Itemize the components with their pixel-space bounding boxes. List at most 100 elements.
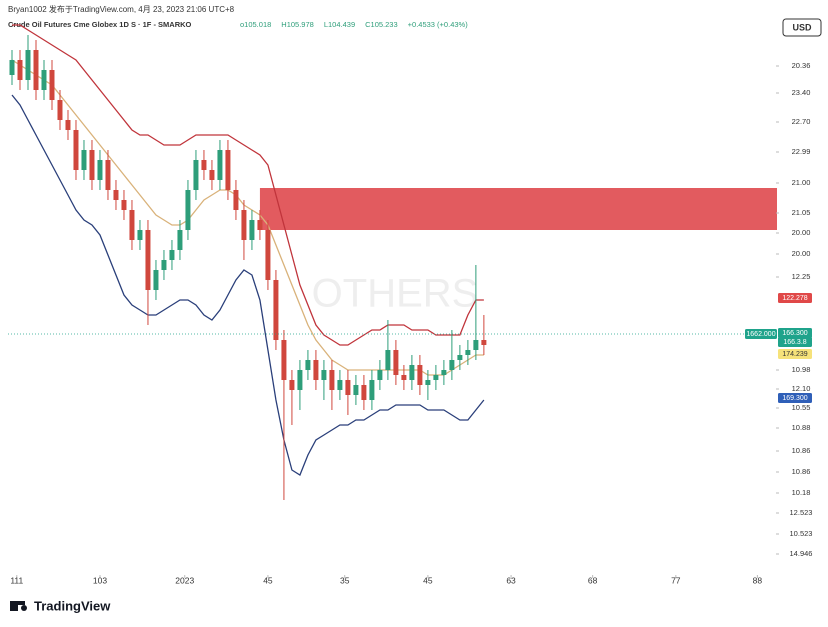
candle-body [321, 370, 327, 380]
candle-body [89, 150, 95, 180]
candle-body [33, 50, 39, 90]
watermark: OTHERS [312, 272, 479, 316]
candle-body [265, 230, 271, 280]
candle-body [97, 160, 103, 180]
candle-body [73, 130, 79, 170]
candle-body [137, 230, 143, 240]
candle-body [393, 350, 399, 375]
currency[interactable]: USD [792, 22, 812, 32]
candle-body [385, 350, 391, 370]
candle-body [233, 190, 239, 210]
x-tick-label: 45 [263, 575, 273, 585]
ohlc-value: +0.4533 (+0.43%) [408, 20, 469, 29]
candle-body [305, 360, 311, 370]
y-tick-label: 20.36 [792, 61, 811, 70]
candle-body [9, 60, 15, 75]
publisher: Bryan1002 发布于TradingView.com, 4月 23, 202… [8, 4, 235, 14]
y-tick-label: 10.86 [792, 446, 811, 455]
x-tick-label: 111 [10, 575, 23, 585]
x-tick-label: 103 [93, 575, 107, 585]
y-tick-label: 20.00 [792, 249, 811, 258]
candle-body [225, 150, 231, 190]
candle-body [441, 370, 447, 375]
candle-body [113, 190, 119, 200]
candle-body [473, 340, 479, 350]
x-tick-label: 77 [671, 575, 681, 585]
candle-body [329, 370, 335, 390]
y-tick-label: 10.98 [792, 365, 811, 374]
candle-body [297, 370, 303, 390]
x-tick-label: 88 [753, 575, 763, 585]
candle-body [145, 230, 151, 290]
candle-body [417, 365, 423, 385]
candle-body [481, 340, 487, 345]
candle-body [209, 170, 215, 180]
price-label: 166.300 [782, 330, 807, 337]
ohlc-value: o105.018 [240, 20, 271, 29]
candle-body [65, 120, 71, 130]
y-tick-label: 10.523 [790, 529, 813, 538]
x-tick-label: 68 [588, 575, 598, 585]
y-tick-label: 22.99 [792, 147, 811, 156]
candle-body [185, 190, 191, 230]
price-label-box [778, 349, 812, 359]
y-tick-label: 10.88 [792, 423, 811, 432]
price-label-box [745, 329, 777, 339]
candle-body [249, 220, 255, 240]
price-label-box [778, 393, 812, 403]
candle-body [409, 365, 415, 380]
candle-body [105, 160, 111, 190]
price-label: 1662.000 [746, 331, 775, 338]
y-tick-label: 21.00 [792, 178, 811, 187]
candle-body [449, 360, 455, 370]
x-tick-label: 45 [423, 575, 433, 585]
candle-body [257, 220, 263, 230]
candle-body [369, 380, 375, 400]
candle-body [217, 150, 223, 180]
candle-body [129, 210, 135, 240]
currency-button[interactable] [782, 18, 822, 37]
candle-body [41, 70, 47, 90]
candle-body [241, 210, 247, 240]
ohlc-values: o105.018 H105.978 L104.439 C105.233 +0.4533 … [240, 20, 468, 29]
candle-body [25, 50, 31, 80]
candle-body [17, 60, 23, 80]
brand: TradingView [34, 598, 111, 613]
candle-body [337, 380, 343, 390]
candle-body [177, 230, 183, 250]
ohlc-value: L104.439 [324, 20, 355, 29]
y-tick-label: 20.00 [792, 228, 811, 237]
ohlc-value: H105.978 [281, 20, 314, 29]
candle-body [81, 150, 87, 170]
price-label-box [778, 293, 812, 303]
candle-body [193, 160, 199, 190]
y-tick-label: 21.05 [792, 208, 811, 217]
candle-body [201, 160, 207, 170]
price-label: 169.300 [782, 395, 807, 402]
bollinger-band [11, 94, 485, 476]
y-tick-label: 10.55 [792, 403, 811, 412]
x-tick-label: 2023 [175, 575, 194, 585]
candle-body [401, 375, 407, 380]
bollinger-band [11, 59, 484, 376]
candle-body [425, 380, 431, 385]
y-tick-label: 12.523 [790, 508, 813, 517]
candle-body [433, 375, 439, 380]
supply-zone [259, 188, 777, 230]
candle-body [377, 370, 383, 380]
y-tick-label: 10.18 [792, 488, 811, 497]
y-tick-label: 22.70 [792, 117, 811, 126]
candle-body [121, 200, 127, 210]
candle-body [161, 260, 167, 270]
candle-body [57, 100, 63, 120]
candle-body [353, 385, 359, 395]
price-label: 174.239 [782, 351, 807, 358]
price-label: 122.278 [782, 295, 807, 302]
candle-body [49, 70, 55, 100]
candle-body [345, 380, 351, 395]
y-tick-label: 14.946 [790, 549, 813, 558]
x-tick-label: 63 [506, 575, 516, 585]
y-tick-label: 23.40 [792, 88, 811, 97]
price-label-box [778, 328, 812, 338]
